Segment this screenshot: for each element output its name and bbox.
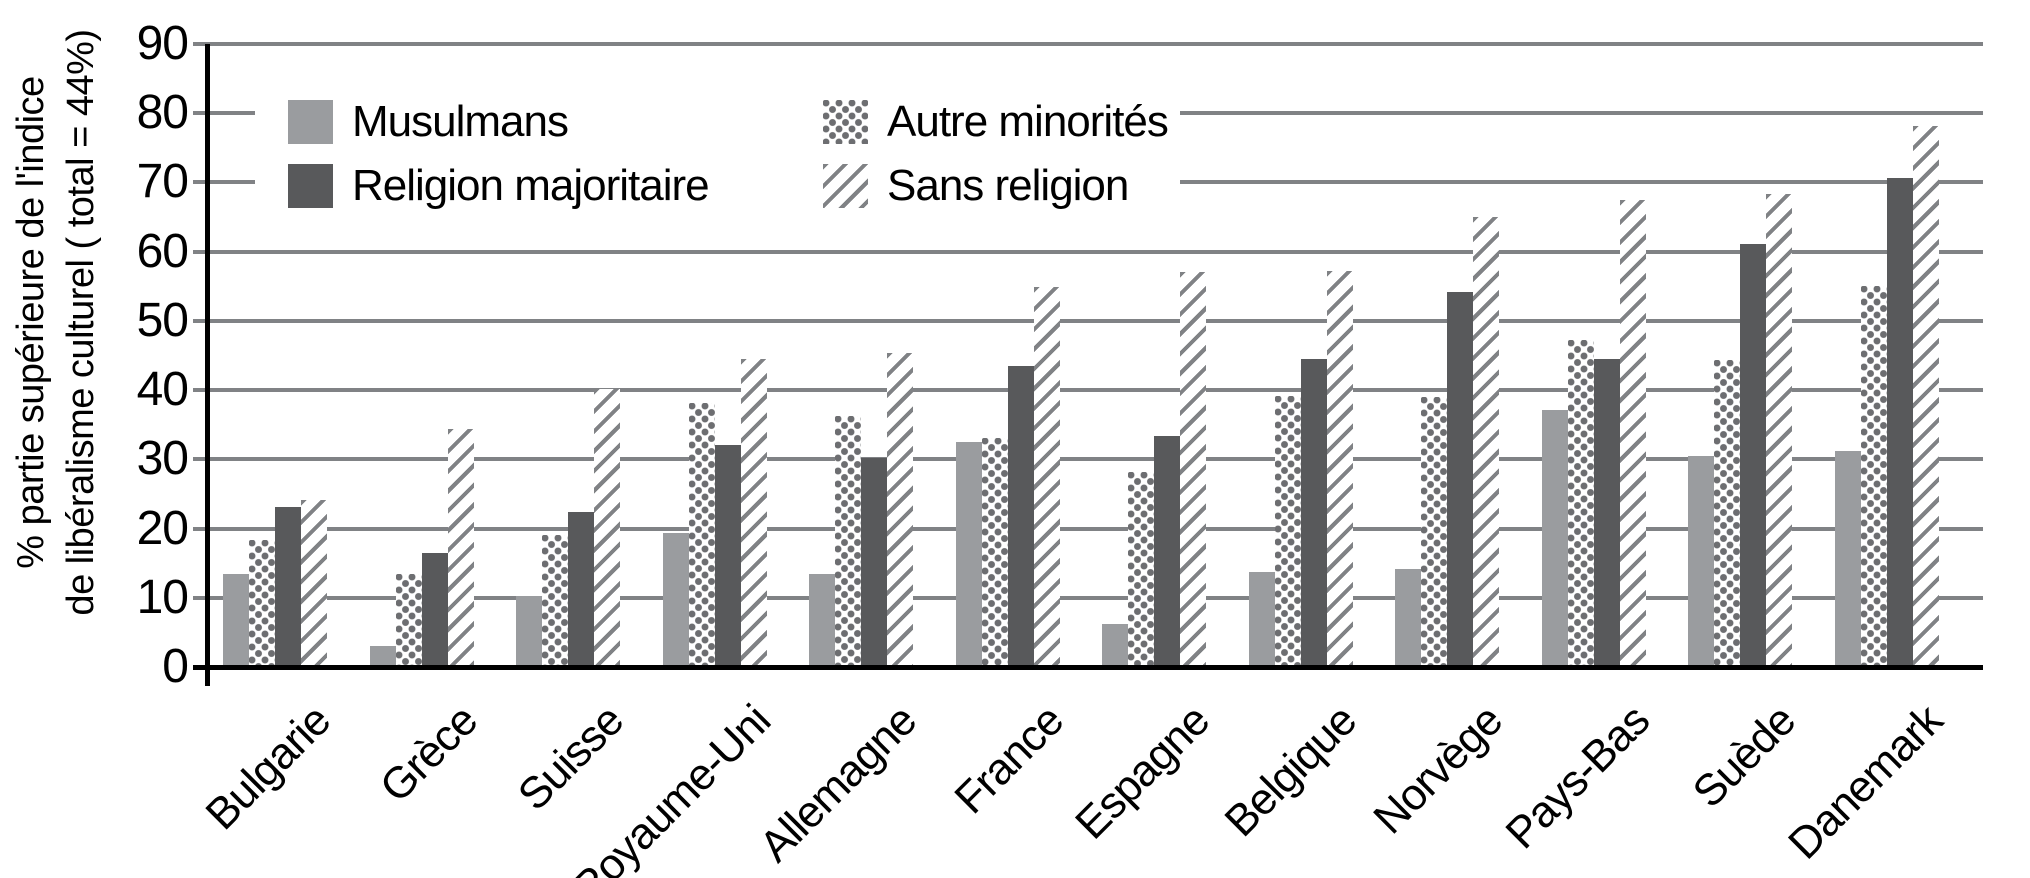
bar-Suède-Sans religion xyxy=(1766,194,1792,667)
y-tick-label-40: 40 xyxy=(136,363,189,416)
bar-Royaume-Uni-Autre minorités xyxy=(689,403,715,667)
legend-label-religion-majoritaire: Religion majoritaire xyxy=(352,161,710,210)
bar-Espagne-Sans religion xyxy=(1180,272,1206,667)
bar-Pays-Bas-Autre minorités xyxy=(1568,340,1594,667)
bar-Bulgarie-Sans religion xyxy=(301,500,327,667)
bar-Bulgarie-Musulmans xyxy=(223,574,249,667)
legend-label-autre-minorites: Autre minorités xyxy=(887,97,1169,146)
bar-Suisse-Sans religion xyxy=(594,389,620,667)
gridline-60 xyxy=(193,250,1983,254)
bar-Allemagne-Religion majoritaire xyxy=(861,458,887,667)
legend-swatch-musulmans xyxy=(288,100,333,144)
bar-Belgique-Sans religion xyxy=(1327,271,1353,667)
bar-group-Norvège xyxy=(1395,217,1499,667)
bar-Suisse-Autre minorités xyxy=(542,535,568,667)
bar-Pays-Bas-Musulmans xyxy=(1542,410,1568,667)
y-tick-label-90: 90 xyxy=(136,17,189,70)
bar-Belgique-Religion majoritaire xyxy=(1301,359,1327,667)
y-tick-label-50: 50 xyxy=(136,294,189,347)
bar-Danemark-Sans religion xyxy=(1913,126,1939,667)
bar-Suisse-Religion majoritaire xyxy=(568,512,594,667)
legend-label-musulmans: Musulmans xyxy=(352,97,569,146)
y-tick-label-10: 10 xyxy=(136,571,189,624)
legend-swatch-religion-majoritaire xyxy=(288,164,333,208)
y-tick-label-80: 80 xyxy=(136,86,189,139)
gridline-90 xyxy=(193,42,1983,46)
bar-Pays-Bas-Sans religion xyxy=(1620,200,1646,667)
bar-Danemark-Religion majoritaire xyxy=(1887,178,1913,667)
bar-Royaume-Uni-Musulmans xyxy=(663,533,689,667)
bar-Suède-Religion majoritaire xyxy=(1740,244,1766,667)
x-axis-line xyxy=(193,665,1983,670)
gridline-10 xyxy=(193,596,1983,600)
bar-Allemagne-Autre minorités xyxy=(835,416,861,667)
bar-group-Belgique xyxy=(1249,271,1353,667)
y-tick-label-60: 60 xyxy=(136,225,189,278)
legend-label-sans-religion: Sans religion xyxy=(887,161,1129,210)
bar-group-Espagne xyxy=(1102,272,1206,667)
bar-Norvège-Musulmans xyxy=(1395,569,1421,667)
bar-France-Religion majoritaire xyxy=(1008,366,1034,667)
bar-Suède-Musulmans xyxy=(1688,456,1714,667)
bar-Grèce-Autre minorités xyxy=(396,574,422,667)
gridline-50 xyxy=(193,319,1983,323)
bar-group-Suède xyxy=(1688,194,1792,667)
bar-Bulgarie-Religion majoritaire xyxy=(275,507,301,667)
bar-Norvège-Religion majoritaire xyxy=(1447,292,1473,667)
bar-Pays-Bas-Religion majoritaire xyxy=(1594,359,1620,667)
y-axis-line xyxy=(205,44,210,686)
bar-Allemagne-Musulmans xyxy=(809,574,835,667)
bar-group-France xyxy=(956,287,1060,667)
bar-group-Suisse xyxy=(516,389,620,667)
bar-group-Allemagne xyxy=(809,353,913,667)
bar-France-Sans religion xyxy=(1034,287,1060,667)
category-label-Bulgarie: Bulgarie xyxy=(196,696,340,840)
bar-Espagne-Autre minorités xyxy=(1128,472,1154,667)
legend: Musulmans Religion majoritaire Autre min… xyxy=(255,70,1180,218)
y-tick-label-0: 0 xyxy=(162,640,189,693)
bar-Allemagne-Sans religion xyxy=(887,353,913,667)
gridline-20 xyxy=(193,527,1983,531)
bar-Royaume-Uni-Religion majoritaire xyxy=(715,445,741,667)
bar-Suède-Autre minorités xyxy=(1714,360,1740,667)
bar-group-Bulgarie xyxy=(223,500,327,667)
bar-Suisse-Musulmans xyxy=(516,596,542,667)
bar-group-Grèce xyxy=(370,429,474,667)
y-tick-label-20: 20 xyxy=(136,502,189,555)
bar-Espagne-Religion majoritaire xyxy=(1154,436,1180,667)
bar-Norvège-Autre minorités xyxy=(1421,397,1447,667)
bar-group-Royaume-Uni xyxy=(663,359,767,667)
y-tick-label-30: 30 xyxy=(136,432,189,485)
bar-Belgique-Autre minorités xyxy=(1275,396,1301,667)
y-tick-label-70: 70 xyxy=(136,155,189,208)
bar-Royaume-Uni-Sans religion xyxy=(741,359,767,667)
bar-Grèce-Musulmans xyxy=(370,646,396,667)
bar-Danemark-Musulmans xyxy=(1835,451,1861,667)
bar-France-Autre minorités xyxy=(982,438,1008,667)
bar-France-Musulmans xyxy=(956,442,982,667)
bar-Danemark-Autre minorités xyxy=(1861,286,1887,667)
bar-group-Pays-Bas xyxy=(1542,200,1646,667)
gridline-30 xyxy=(193,457,1983,461)
bar-Norvège-Sans religion xyxy=(1473,217,1499,667)
gridline-40 xyxy=(193,388,1983,392)
bar-Grèce-Religion majoritaire xyxy=(422,553,448,667)
bar-Belgique-Musulmans xyxy=(1249,572,1275,667)
legend-swatch-sans-religion xyxy=(823,164,868,208)
bar-Espagne-Musulmans xyxy=(1102,624,1128,667)
legend-swatch-autre-minorites xyxy=(823,100,868,144)
y-axis-title-line1: % partie supérieure de l'indice xyxy=(10,76,52,569)
bar-Grèce-Sans religion xyxy=(448,429,474,667)
bar-Bulgarie-Autre minorités xyxy=(249,540,275,667)
bar-group-Danemark xyxy=(1835,126,1939,667)
